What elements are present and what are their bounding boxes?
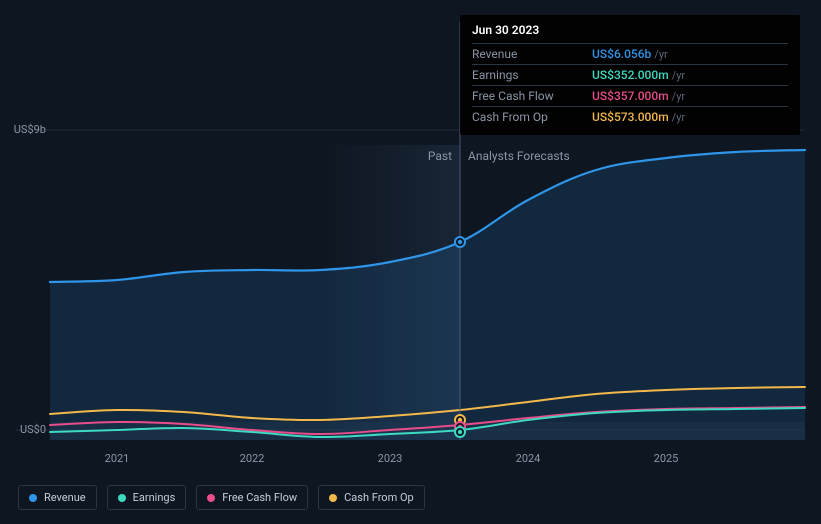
legend-dot (29, 494, 37, 502)
tooltip-row-suffix: /yr (672, 69, 685, 82)
legend-item-revenue[interactable]: Revenue (18, 485, 97, 510)
legend-item-cash-from-op[interactable]: Cash From Op (318, 485, 425, 510)
legend-dot (329, 494, 337, 502)
legend: Revenue Earnings Free Cash Flow Cash From O… (18, 485, 425, 510)
tooltip-row-suffix: /yr (672, 90, 685, 103)
x-axis-tick: 2022 (240, 452, 265, 465)
tooltip-row-suffix: /yr (672, 111, 685, 124)
legend-label: Revenue (44, 491, 86, 504)
y-axis-tick: US$9b (6, 123, 46, 136)
legend-label: Earnings (133, 491, 176, 504)
legend-item-free-cash-flow[interactable]: Free Cash Flow (196, 485, 308, 510)
tooltip-row-label: Cash From Op (472, 110, 592, 124)
tooltip-row-label: Free Cash Flow (472, 89, 592, 103)
legend-dot (207, 494, 215, 502)
tooltip-row-label: Revenue (472, 47, 592, 61)
x-axis-tick: 2021 (105, 452, 130, 465)
legend-label: Cash From Op (344, 491, 414, 504)
y-axis-tick: US$0 (6, 423, 46, 436)
tooltip-row: Cash From OpUS$573.000m/yr (472, 106, 788, 127)
tooltip-row-value: US$357.000m (592, 89, 669, 103)
tooltip-row: Free Cash FlowUS$357.000m/yr (472, 85, 788, 106)
tooltip-row-label: Earnings (472, 68, 592, 82)
x-axis-tick: 2023 (378, 452, 403, 465)
tooltip-row: RevenueUS$6.056b/yr (472, 43, 788, 64)
financial-chart: US$9b US$0 2021 2022 2023 2024 2025 Past Anal… (0, 0, 821, 524)
legend-label: Free Cash Flow (222, 491, 297, 504)
past-label: Past (410, 149, 452, 163)
tooltip-row-value: US$352.000m (592, 68, 669, 82)
tooltip-row-suffix: /yr (654, 48, 667, 61)
tooltip-row-value: US$573.000m (592, 110, 669, 124)
legend-dot (118, 494, 126, 502)
tooltip-row-value: US$6.056b (592, 47, 651, 61)
forecast-label: Analysts Forecasts (468, 149, 570, 163)
x-axis-tick: 2025 (654, 452, 679, 465)
tooltip-date: Jun 30 2023 (472, 23, 788, 43)
x-axis-tick: 2024 (516, 452, 541, 465)
tooltip-row: EarningsUS$352.000m/yr (472, 64, 788, 85)
tooltip: Jun 30 2023 RevenueUS$6.056b/yrEarningsU… (460, 15, 800, 135)
legend-item-earnings[interactable]: Earnings (107, 485, 187, 510)
